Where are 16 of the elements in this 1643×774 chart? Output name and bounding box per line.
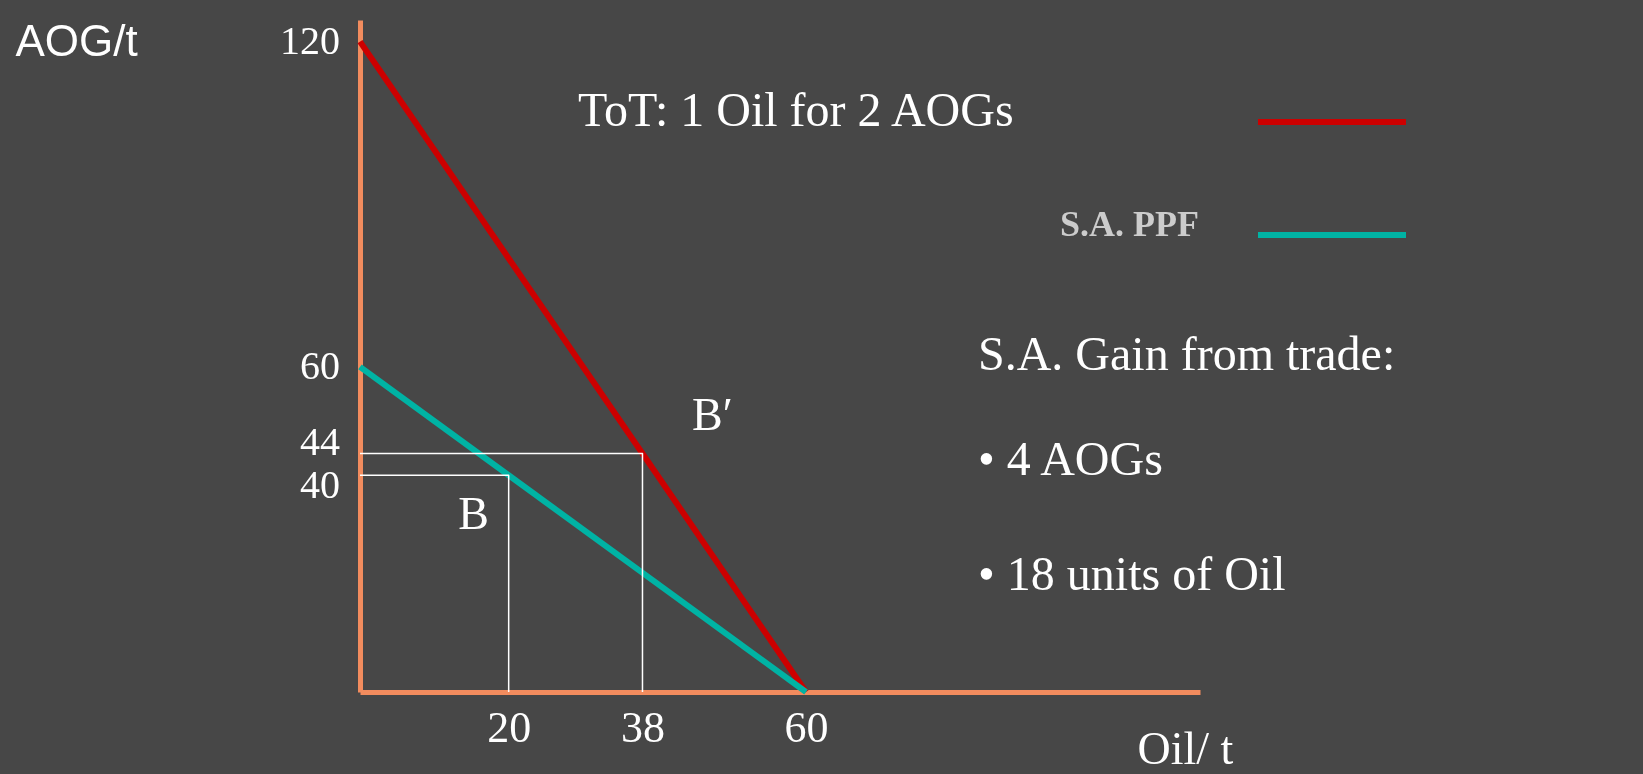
x-tick-label: 60 [784, 702, 829, 752]
x-tick-label: 38 [620, 702, 665, 752]
x-axis-title: Oil/ t [1137, 722, 1234, 774]
y-tick-label: 120 [280, 17, 340, 63]
y-tick-label: 60 [300, 342, 340, 388]
annotation: B [458, 488, 490, 540]
annotation: S.A. Gain from trade: [978, 327, 1396, 380]
text: ToT: 1 Oil for 2 AOGs [578, 83, 1014, 136]
annotation: • 4 AOGs [978, 432, 1163, 485]
y-tick-label: 44 [300, 418, 340, 464]
x-tick-label: 20 [487, 702, 532, 752]
annotation: • 18 units of Oil [978, 547, 1286, 600]
y-axis-title: AOG/t [15, 15, 138, 65]
legend-label: S.A. PPF [1060, 204, 1199, 244]
y-tick-label: 40 [300, 462, 340, 508]
annotation: B′ [692, 388, 733, 440]
